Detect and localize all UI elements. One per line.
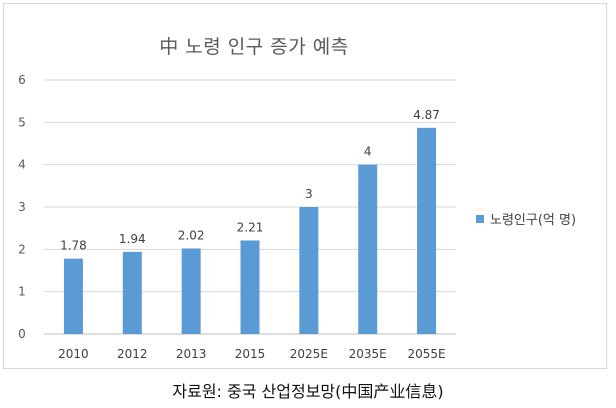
bar bbox=[358, 164, 378, 334]
x-tick-label: 2010 bbox=[58, 347, 89, 361]
bar bbox=[299, 207, 319, 334]
bar-value-label: 4.87 bbox=[413, 108, 440, 122]
bar-value-label: 2.02 bbox=[178, 228, 205, 242]
bar bbox=[417, 127, 437, 334]
y-tick-label: 5 bbox=[18, 115, 26, 129]
bar bbox=[122, 251, 142, 334]
bar-value-label: 1.78 bbox=[60, 239, 87, 253]
legend-label: 노령인구(억 명) bbox=[490, 213, 577, 228]
bar bbox=[63, 258, 83, 334]
y-tick-label: 2 bbox=[18, 242, 26, 256]
x-tick-label: 2025E bbox=[290, 347, 328, 361]
y-tick-label: 3 bbox=[18, 200, 26, 214]
x-tick-label: 2013 bbox=[176, 347, 207, 361]
bar-value-label: 2.21 bbox=[237, 220, 264, 234]
bar bbox=[240, 240, 260, 334]
chart-title: 中 노령 인구 증가 예측 bbox=[159, 36, 349, 58]
x-tick-label: 2012 bbox=[117, 347, 148, 361]
y-tick-label: 6 bbox=[18, 73, 26, 87]
bar-value-label: 4 bbox=[364, 145, 372, 159]
bar-value-label: 1.94 bbox=[119, 232, 146, 246]
bar-value-label: 3 bbox=[305, 187, 313, 201]
chart-legend: 노령인구(억 명) bbox=[476, 209, 576, 228]
x-tick-label: 2055E bbox=[408, 347, 446, 361]
x-tick-label: 2015 bbox=[235, 347, 266, 361]
y-tick-label: 1 bbox=[18, 285, 26, 299]
y-tick-label: 0 bbox=[18, 327, 26, 341]
bar bbox=[181, 248, 201, 334]
bar-chart: 0 1 2 3 4 5 6 1.78 2010 1.94 2012 2.02 2013 2.21 2015 3… bbox=[18, 73, 456, 361]
x-tick-label: 2035E bbox=[349, 347, 387, 361]
chart-frame: 中 노령 인구 증가 예측 0 1 2 3 4 5 6 1.78 2010 1.94 2012 2.0… bbox=[3, 3, 607, 369]
y-tick-label: 4 bbox=[18, 158, 26, 172]
source-note: 자료원: 중국 산업정보망(中国产业信息) bbox=[172, 382, 444, 401]
legend-swatch bbox=[476, 214, 484, 223]
